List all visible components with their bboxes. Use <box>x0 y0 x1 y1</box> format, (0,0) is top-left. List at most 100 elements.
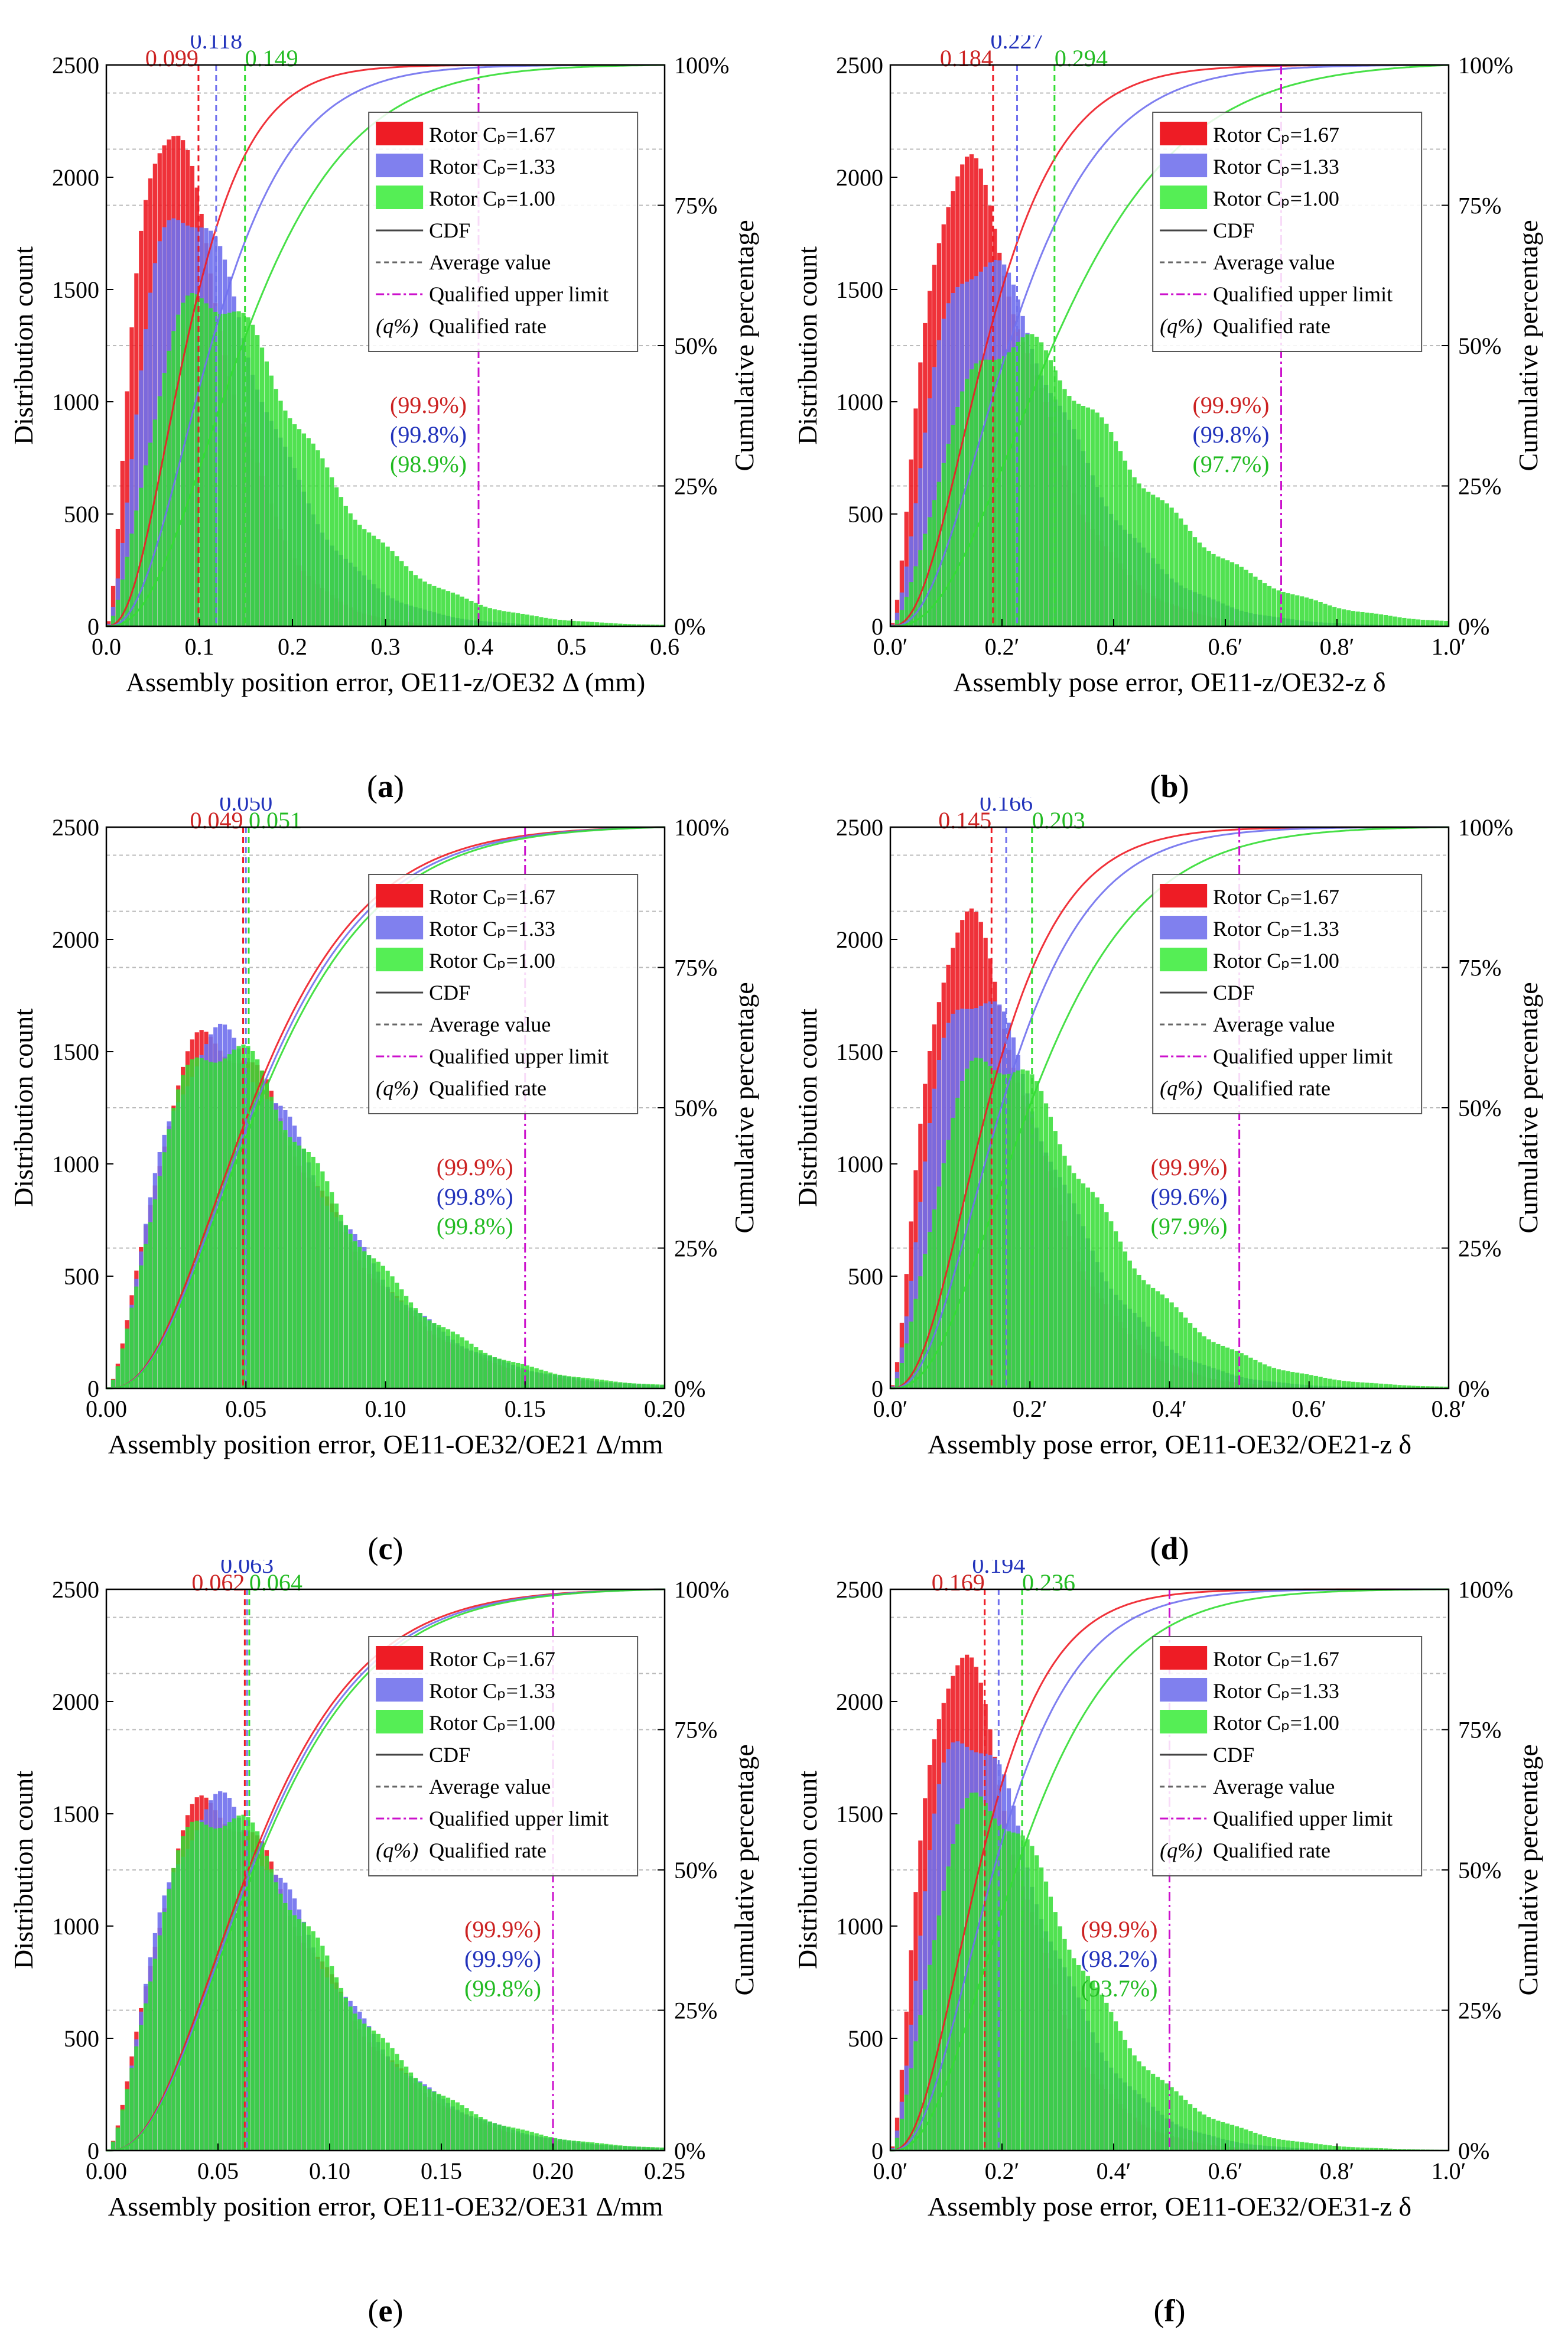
histogram-bar <box>259 1842 265 2151</box>
histogram-bar <box>613 2145 618 2151</box>
histogram-bar <box>1192 1328 1198 1388</box>
histogram-bar <box>978 360 983 626</box>
histogram-bar <box>904 566 909 626</box>
legend-label-cp167: Rotor Cₚ=1.67 <box>1213 885 1339 909</box>
histogram-bar <box>581 1377 585 1388</box>
histogram-bar <box>1244 2129 1248 2151</box>
histogram-bar <box>1072 1173 1076 1388</box>
histogram-bar <box>227 313 232 626</box>
histogram-bar <box>997 1824 1002 2151</box>
histogram-bar <box>236 1815 241 2151</box>
legend-label-cdf: CDF <box>1213 1743 1254 1767</box>
histogram-bar <box>110 2141 116 2151</box>
x-tick-label: 0.05 <box>197 2158 239 2184</box>
histogram-bar <box>315 1163 320 1388</box>
histogram-bar <box>1188 531 1193 626</box>
x-tick-label: 1.0′ <box>1432 2158 1466 2184</box>
histogram-bar <box>1202 547 1206 626</box>
histogram-bar <box>1267 1366 1272 1388</box>
histogram-bar <box>134 2046 139 2151</box>
histogram-bar <box>1048 360 1053 626</box>
histogram-bar <box>1411 619 1416 626</box>
qualified-rate-green: (97.7%) <box>1193 451 1270 477</box>
histogram-bar <box>1192 537 1198 626</box>
histogram-bar <box>413 1308 418 1388</box>
histogram-bar <box>1109 1221 1114 1388</box>
histogram-bar <box>1188 1323 1193 1388</box>
mean-label-red: 0.099 <box>145 45 199 71</box>
histogram-bar <box>194 294 199 627</box>
histogram-bar <box>557 2139 562 2151</box>
histogram-bar <box>1206 551 1211 626</box>
histogram-bar <box>965 378 970 626</box>
y-tick-label: 1000 <box>52 1151 99 1177</box>
histogram-bar <box>529 1367 534 1388</box>
histogram-bar <box>171 331 176 626</box>
histogram-bar <box>655 624 660 626</box>
histogram-bar <box>283 1902 288 2151</box>
histogram-bar <box>1355 611 1360 626</box>
histogram-bar <box>544 2136 548 2151</box>
histogram-bar <box>274 389 278 626</box>
y2-tick-label: 25% <box>674 1235 717 1262</box>
histogram-bar <box>913 503 918 626</box>
histogram-bar <box>1174 2091 1179 2151</box>
mean-label-blue: 0.194 <box>972 1560 1025 1578</box>
histogram-bar <box>974 1793 979 2151</box>
x-tick-label: 0.05 <box>225 1396 266 1422</box>
y2-tick-label: 0% <box>1458 2138 1489 2164</box>
histogram-bar <box>432 585 437 626</box>
histogram-bar <box>408 2072 414 2151</box>
y-tick-label: 1000 <box>52 389 99 415</box>
histogram-bar <box>969 1061 974 1388</box>
qualified-rate-red: (99.9%) <box>1151 1154 1228 1180</box>
histogram-bar <box>951 1843 955 2151</box>
panel-caption-c: (c) <box>367 1531 404 1566</box>
histogram-bar <box>1206 2117 1211 2151</box>
histogram-bar <box>1179 2095 1183 2151</box>
histogram-bar <box>1369 2148 1374 2151</box>
histogram-bar <box>1234 564 1240 626</box>
y-tick-label: 500 <box>848 501 883 528</box>
legend-swatch-cp133 <box>1160 154 1208 177</box>
legend-rate-prefix: (q%) <box>376 1839 418 1862</box>
histogram-bar <box>1137 483 1141 626</box>
histogram-bar <box>923 1254 928 1388</box>
histogram-bar <box>627 2146 632 2151</box>
histogram-bar <box>171 1108 176 1388</box>
histogram-bar <box>343 506 348 626</box>
histogram-bar <box>960 1081 965 1388</box>
histogram-bar <box>125 1328 129 1388</box>
x-tick-label: 0.8′ <box>1320 2158 1355 2184</box>
qualified-rate-blue: (99.9%) <box>464 1946 541 1972</box>
legend-swatch-cp100 <box>376 948 424 971</box>
histogram-bar <box>213 1062 218 1388</box>
y-tick-label: 2000 <box>836 164 883 191</box>
histogram-bar <box>362 529 367 626</box>
histogram-bar <box>367 532 372 626</box>
histogram-bar <box>548 1372 553 1388</box>
y2-axis-label: Cumulative percentage <box>1513 982 1543 1233</box>
y2-axis-label: Cumulative percentage <box>1513 1744 1543 1995</box>
x-tick-label: 0.4′ <box>1097 633 1131 660</box>
histogram-bar <box>283 410 288 626</box>
y2-tick-label: 25% <box>674 473 717 500</box>
histogram-bar <box>353 1241 357 1388</box>
histogram-bar <box>1221 1345 1225 1388</box>
y2-tick-label: 100% <box>1458 1576 1513 1603</box>
histogram-bar <box>236 1046 241 1388</box>
histogram-bar <box>110 1380 116 1388</box>
histogram-bar <box>1090 409 1095 626</box>
legend-swatch-cp167 <box>376 1646 424 1670</box>
histogram-bar <box>469 601 474 626</box>
histogram-bar <box>413 575 418 626</box>
x-tick-label: 1.0′ <box>1432 633 1466 660</box>
histogram-bar <box>390 2048 395 2151</box>
histogram-bar <box>1313 1375 1318 1388</box>
histogram-bar <box>585 1378 590 1388</box>
histogram-bar <box>1197 1332 1202 1388</box>
histogram-bar <box>913 1299 918 1388</box>
legend-label-rate: Qualified rate <box>429 1839 546 1862</box>
y-tick-label: 0 <box>87 1375 99 1402</box>
legend-label-cp133: Rotor Cₚ=1.33 <box>1213 155 1339 178</box>
